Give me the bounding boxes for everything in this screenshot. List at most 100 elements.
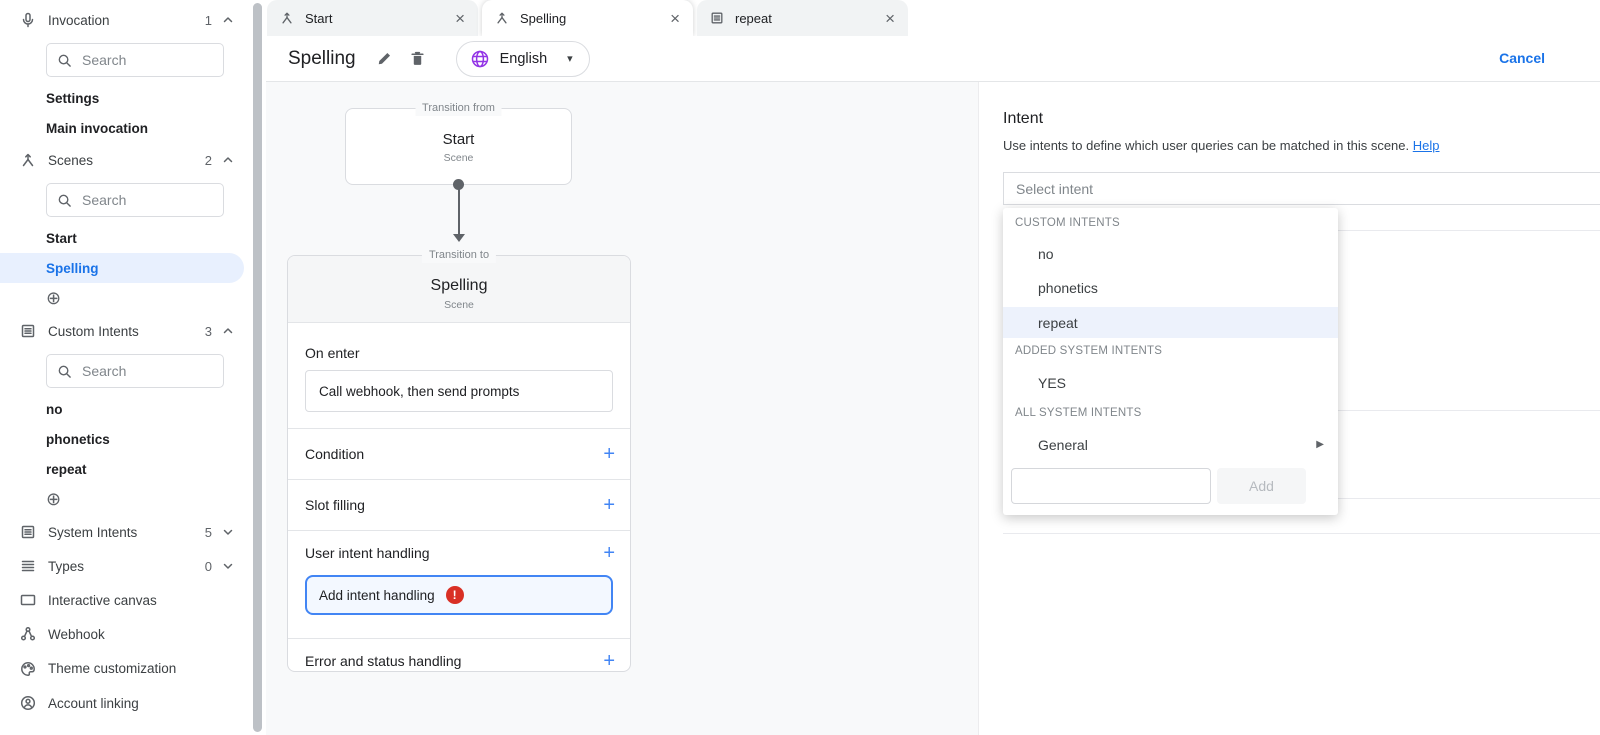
on-enter-value[interactable]: Call webhook, then send prompts (305, 370, 613, 412)
language-label: English (499, 50, 548, 67)
delete-button[interactable] (409, 50, 426, 67)
add-user-intent-button[interactable]: + (603, 542, 615, 564)
sidebar-item-scene-spelling[interactable]: Spelling (0, 253, 244, 283)
user-intent-handling-row: User intent handling + (288, 531, 630, 575)
chevron-down-icon[interactable] (222, 560, 234, 572)
on-enter-label: On enter (305, 345, 360, 361)
search-icon (58, 54, 71, 67)
close-icon[interactable]: × (455, 8, 465, 28)
submenu-arrow-icon: ▶ (1316, 439, 1324, 450)
scene-icon (22, 153, 34, 167)
connector-line (458, 188, 460, 234)
search-icon (58, 365, 71, 378)
scenes-count: 2 (204, 152, 212, 168)
add-custom-intent-button[interactable]: ⊕ (0, 484, 250, 515)
sidebar: Invocation 1 Settings Main invocation Sc… (0, 0, 250, 735)
sidebar-item-label: Custom Intents (48, 323, 139, 339)
sidebar-item-system-intents[interactable]: System Intents 5 (0, 515, 250, 549)
sidebar-item-label: Account linking (48, 695, 139, 711)
sidebar-item-intent-no[interactable]: no (46, 401, 63, 417)
new-intent-input[interactable] (1011, 468, 1211, 504)
add-error-handler-button[interactable]: + (603, 649, 615, 672)
system-intents-count: 5 (204, 524, 212, 540)
invocation-search-input[interactable] (82, 52, 192, 68)
sidebar-item-custom-intents[interactable]: Custom Intents 3 (0, 314, 250, 348)
scene-card: Transition to Spelling Scene On enter Ca… (287, 248, 631, 672)
custom-intents-search[interactable] (46, 354, 224, 388)
sidebar-item-types[interactable]: Types 0 (0, 549, 250, 583)
connector-arrowhead (453, 234, 465, 242)
sidebar-item-intent-phonetics[interactable]: phonetics (46, 431, 110, 447)
sidebar-item-label: Types (48, 558, 85, 574)
globe-icon (471, 50, 488, 67)
sidebar-item-account-linking[interactable]: Account linking (0, 686, 250, 720)
add-condition-button[interactable]: + (603, 443, 615, 465)
intents-doc-icon (21, 324, 35, 338)
add-scene-button[interactable]: ⊕ (0, 283, 250, 314)
select-intent-field[interactable]: Select intent (1003, 172, 1600, 205)
custom-intents-search-input[interactable] (82, 363, 192, 379)
sidebar-scrollbar[interactable] (253, 3, 262, 732)
sidebar-item-label: Scenes (48, 152, 94, 168)
panel-divider (1003, 533, 1600, 534)
scene-type: Scene (444, 299, 474, 311)
close-icon[interactable]: × (885, 8, 895, 28)
sidebar-item-label: Theme customization (48, 661, 177, 676)
tab-label: Spelling (520, 10, 567, 26)
sidebar-item-settings[interactable]: Settings (46, 90, 100, 106)
microphone-icon (22, 12, 34, 28)
tab-repeat[interactable]: repeat × (697, 0, 908, 36)
dropdown-item-general[interactable]: General ▶ (1038, 436, 1324, 453)
scene-name: Spelling (430, 277, 488, 294)
invocation-count: 1 (204, 12, 212, 28)
dropdown-item-no[interactable]: no (1038, 245, 1054, 262)
sidebar-item-scenes[interactable]: Scenes 2 (0, 143, 250, 177)
chevron-down-icon[interactable] (222, 526, 234, 538)
edit-button[interactable] (376, 50, 393, 67)
invocation-search[interactable] (46, 43, 224, 77)
cancel-button[interactable]: Cancel (1499, 50, 1545, 66)
intent-panel-description: Use intents to define which user queries… (1003, 138, 1440, 153)
sidebar-item-label: Webhook (48, 626, 105, 642)
intents-doc-icon (21, 525, 35, 539)
add-intent-button[interactable]: Add (1217, 468, 1306, 504)
dropdown-group-label: ALL SYSTEM INTENTS (1015, 407, 1142, 419)
intent-dropdown: CUSTOM INTENTS no phonetics repeat ADDED… (1003, 208, 1338, 515)
dropdown-item-repeat[interactable]: repeat (1003, 307, 1338, 338)
sidebar-item-main-invocation[interactable]: Main invocation (46, 120, 149, 136)
connector-dot (453, 179, 464, 190)
tab-label: repeat (735, 10, 772, 26)
divider (288, 479, 630, 480)
slot-filling-label: Slot filling (305, 497, 365, 513)
language-selector[interactable]: English ▾ (455, 40, 590, 77)
scenes-search[interactable] (46, 183, 224, 217)
dropdown-item-phonetics[interactable]: phonetics (1038, 279, 1098, 296)
tab-spelling[interactable]: Spelling × (482, 0, 693, 36)
webhook-nodes-icon (20, 626, 36, 641)
sidebar-item-interactive-canvas[interactable]: Interactive canvas (0, 583, 250, 617)
help-link[interactable]: Help (1412, 138, 1440, 153)
editor-header: Spelling English ▾ Cancel (266, 36, 1600, 82)
add-intent-handling-item[interactable]: Add intent handling ! (305, 575, 613, 615)
sidebar-item-invocation[interactable]: Invocation 1 (0, 3, 250, 37)
close-icon[interactable]: × (670, 8, 680, 28)
caret-down-icon: ▾ (567, 53, 573, 65)
sidebar-item-label: System Intents (48, 524, 138, 540)
sidebar-item-scene-start[interactable]: Start (46, 230, 77, 246)
divider (288, 638, 630, 639)
scenes-search-input[interactable] (82, 192, 192, 208)
scene-canvas: Transition from Start Scene Transition t… (266, 82, 978, 735)
plus-circle-icon: ⊕ (46, 288, 62, 308)
transition-from-box[interactable]: Transition from Start Scene (345, 101, 572, 185)
tab-start[interactable]: Start × (267, 0, 478, 36)
chevron-up-icon[interactable] (222, 325, 234, 337)
sidebar-item-webhook[interactable]: Webhook (0, 617, 250, 651)
chevron-up-icon[interactable] (222, 14, 234, 26)
sidebar-item-theme-customization[interactable]: Theme customization (0, 651, 250, 686)
list-lines-icon (21, 560, 35, 572)
transition-from-legend: Transition from (415, 101, 502, 116)
add-slot-button[interactable]: + (603, 494, 615, 516)
chevron-up-icon[interactable] (222, 154, 234, 166)
sidebar-item-intent-repeat[interactable]: repeat (46, 461, 87, 477)
dropdown-item-yes[interactable]: YES (1038, 374, 1067, 391)
